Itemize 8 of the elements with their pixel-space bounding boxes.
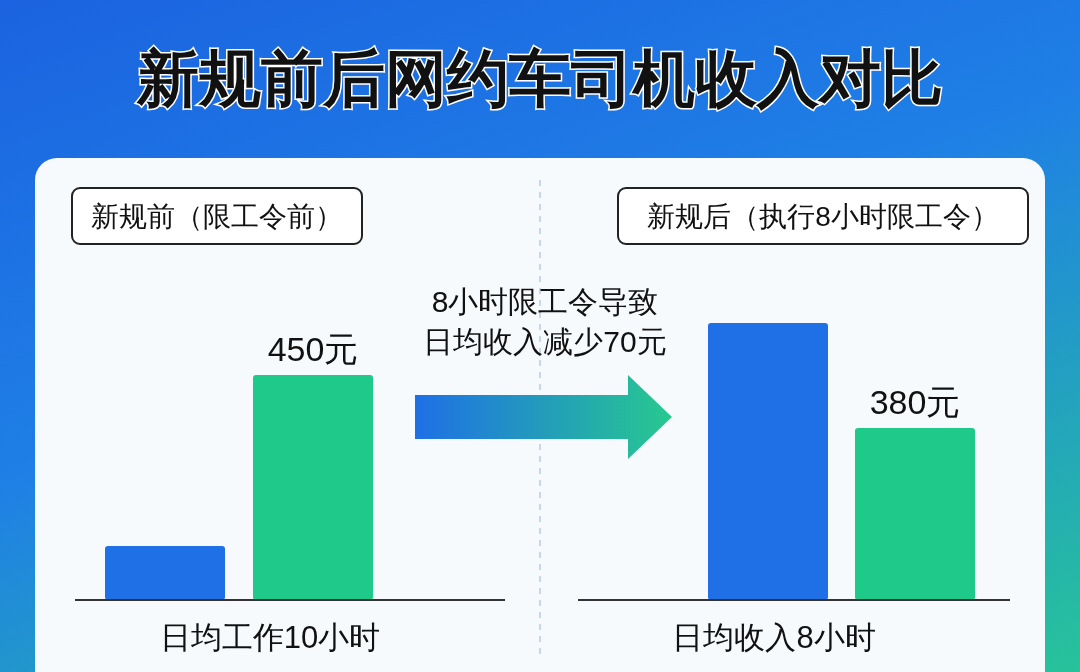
data-label: 380元 (869, 383, 961, 422)
chart-subtitle: 新规前（限工令前） (91, 201, 343, 232)
chart-title: 新规前后网约车司机收入对比 (136, 44, 943, 113)
annotation: 8小时限工令导致日均收入减少70元 (422, 284, 668, 360)
data-label: 450元 (267, 330, 359, 368)
chart-subtitle: 新规后（执行8小时限工令） (647, 201, 999, 232)
x-axis-title: 日均收入8小时 (672, 620, 876, 655)
x-axis-title: 日均工作10小时 (159, 620, 381, 655)
